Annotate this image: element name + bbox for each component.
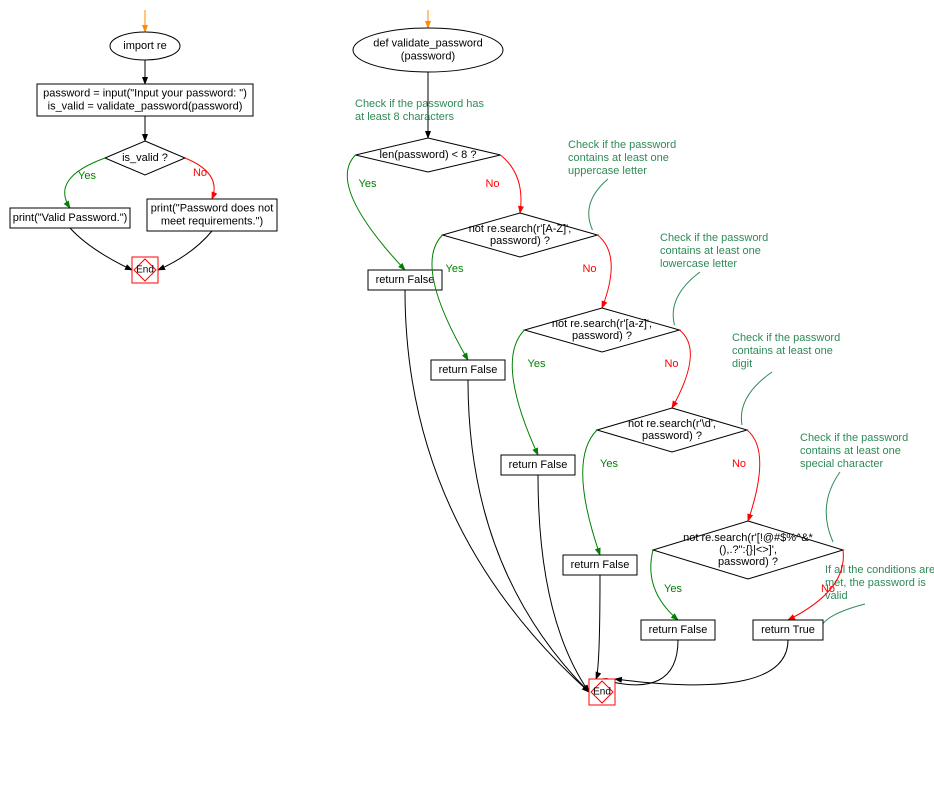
svg-text:Check if the password: Check if the password	[660, 232, 768, 244]
svg-text:No: No	[485, 178, 499, 190]
svg-text:(),.?":{}|<>]',: (),.?":{}|<>]',	[719, 544, 777, 556]
svg-text:Yes: Yes	[359, 178, 377, 190]
svg-text:Yes: Yes	[664, 583, 682, 595]
svg-text:contains at least one: contains at least one	[732, 345, 833, 357]
svg-text:is_valid = validate_password(p: is_valid = validate_password(password)	[48, 100, 243, 112]
svg-text:return False: return False	[376, 274, 435, 286]
svg-text:len(password) < 8 ?: len(password) < 8 ?	[380, 149, 477, 161]
svg-text:contains at least one: contains at least one	[660, 245, 761, 257]
svg-text:is_valid ?: is_valid ?	[122, 152, 168, 164]
svg-text:import re: import re	[123, 40, 166, 52]
svg-text:No: No	[193, 167, 207, 179]
svg-text:password) ?: password) ?	[718, 556, 778, 568]
svg-text:print("Password does not: print("Password does not	[151, 202, 274, 214]
svg-text:print("Valid Password."): print("Valid Password.")	[13, 212, 128, 224]
svg-text:contains at least one: contains at least one	[568, 152, 669, 164]
svg-text:digit: digit	[732, 358, 752, 370]
svg-text:not re.search(r'\d',: not re.search(r'\d',	[628, 418, 716, 430]
svg-text:Yes: Yes	[600, 458, 618, 470]
svg-text:password) ?: password) ?	[642, 430, 702, 442]
svg-text:No: No	[732, 458, 746, 470]
svg-text:End: End	[593, 687, 611, 698]
svg-text:not re.search(r'[a-z]',: not re.search(r'[a-z]',	[552, 318, 652, 330]
svg-text:return False: return False	[439, 364, 498, 376]
svg-text:No: No	[582, 263, 596, 275]
svg-text:No: No	[664, 358, 678, 370]
svg-text:at least 8 characters: at least 8 characters	[355, 111, 455, 123]
svg-text:def validate_password: def validate_password	[373, 37, 482, 49]
svg-text:Check if the password: Check if the password	[732, 332, 840, 344]
svg-text:Yes: Yes	[78, 170, 96, 182]
svg-text:End: End	[136, 265, 154, 276]
svg-text:(password): (password)	[401, 50, 455, 62]
svg-text:uppercase letter: uppercase letter	[568, 165, 647, 177]
svg-text:not re.search(r'[!@#$%^&*: not re.search(r'[!@#$%^&*	[683, 532, 813, 544]
svg-text:meet requirements."): meet requirements.")	[161, 215, 263, 227]
svg-text:met, the password is: met, the password is	[825, 577, 926, 589]
svg-text:Yes: Yes	[446, 263, 464, 275]
svg-text:password) ?: password) ?	[572, 330, 632, 342]
svg-text:return False: return False	[571, 559, 630, 571]
svg-text:Check if the password: Check if the password	[568, 139, 676, 151]
svg-text:return False: return False	[649, 624, 708, 636]
svg-text:No: No	[821, 583, 835, 595]
svg-text:Check if the password has: Check if the password has	[355, 98, 485, 110]
svg-text:return False: return False	[509, 459, 568, 471]
svg-text:not re.search(r'[A-Z]',: not re.search(r'[A-Z]',	[469, 223, 572, 235]
svg-text:lowercase letter: lowercase letter	[660, 258, 737, 270]
svg-text:contains at least one: contains at least one	[800, 445, 901, 457]
svg-text:special character: special character	[800, 458, 883, 470]
svg-text:password) ?: password) ?	[490, 235, 550, 247]
svg-text:password = input("Input your p: password = input("Input your password: "…	[43, 87, 247, 99]
svg-text:Yes: Yes	[528, 358, 546, 370]
svg-text:Check if the password: Check if the password	[800, 432, 908, 444]
svg-text:return True: return True	[761, 624, 815, 636]
